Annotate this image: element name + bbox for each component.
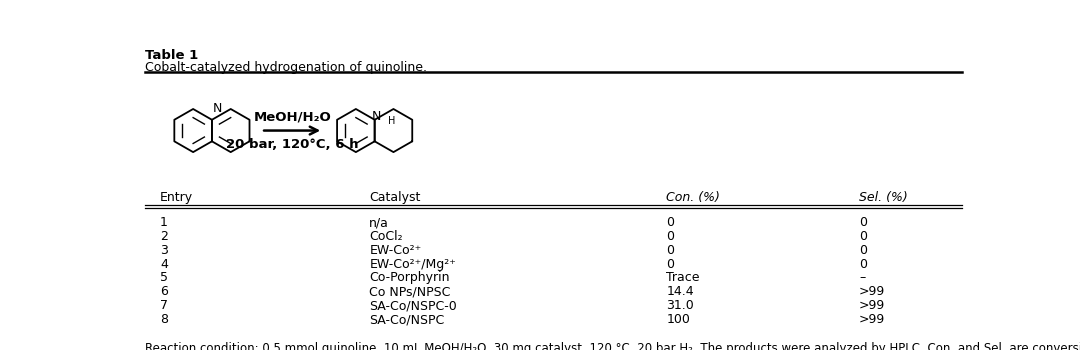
Text: 2: 2 [160,230,168,243]
Text: 31.0: 31.0 [666,299,694,312]
Text: 5: 5 [160,272,168,285]
Text: CoCl₂: CoCl₂ [369,230,403,243]
Text: 0: 0 [859,244,867,257]
Text: 0: 0 [666,258,675,271]
Text: N: N [213,102,222,115]
Text: Catalyst: Catalyst [369,191,421,204]
Text: SA-Co/NSPC: SA-Co/NSPC [369,313,445,326]
Text: n/a: n/a [369,216,389,229]
Text: EW-Co²⁺: EW-Co²⁺ [369,244,421,257]
Text: 0: 0 [666,244,675,257]
Text: –: – [859,272,865,285]
Text: 6: 6 [160,285,168,298]
Text: 8: 8 [160,313,168,326]
Text: SA-Co/NSPC-0: SA-Co/NSPC-0 [369,299,457,312]
Text: MeOH/H₂O: MeOH/H₂O [253,110,330,123]
Text: >99: >99 [859,285,886,298]
Text: 100: 100 [666,313,690,326]
Text: 14.4: 14.4 [666,285,694,298]
Text: 3: 3 [160,244,168,257]
Text: 20 bar, 120°C, 6 h: 20 bar, 120°C, 6 h [226,138,359,151]
Text: H: H [388,116,395,126]
Text: Co-Porphyrin: Co-Porphyrin [369,272,450,285]
Text: 4: 4 [160,258,168,271]
Text: 7: 7 [160,299,168,312]
Text: 0: 0 [859,216,867,229]
Text: Reaction condition: 0.5 mmol quinoline, 10 mL MeOH/H₂O, 30 mg catalyst, 120 °C, : Reaction condition: 0.5 mmol quinoline, … [145,342,1080,350]
Text: N: N [373,110,381,123]
Text: EW-Co²⁺/Mg²⁺: EW-Co²⁺/Mg²⁺ [369,258,456,271]
Text: 0: 0 [666,216,675,229]
Text: Sel. (%): Sel. (%) [859,191,908,204]
Text: Con. (%): Con. (%) [666,191,720,204]
Text: 0: 0 [859,258,867,271]
Text: Cobalt-catalyzed hydrogenation of quinoline.: Cobalt-catalyzed hydrogenation of quinol… [145,61,427,74]
Text: >99: >99 [859,299,886,312]
Text: Trace: Trace [666,272,700,285]
Text: Co NPs/NPSC: Co NPs/NPSC [369,285,450,298]
Text: Table 1: Table 1 [145,49,199,62]
Text: Entry: Entry [160,191,193,204]
Text: 0: 0 [666,230,675,243]
Text: 1: 1 [160,216,168,229]
Text: 0: 0 [859,230,867,243]
Text: >99: >99 [859,313,886,326]
